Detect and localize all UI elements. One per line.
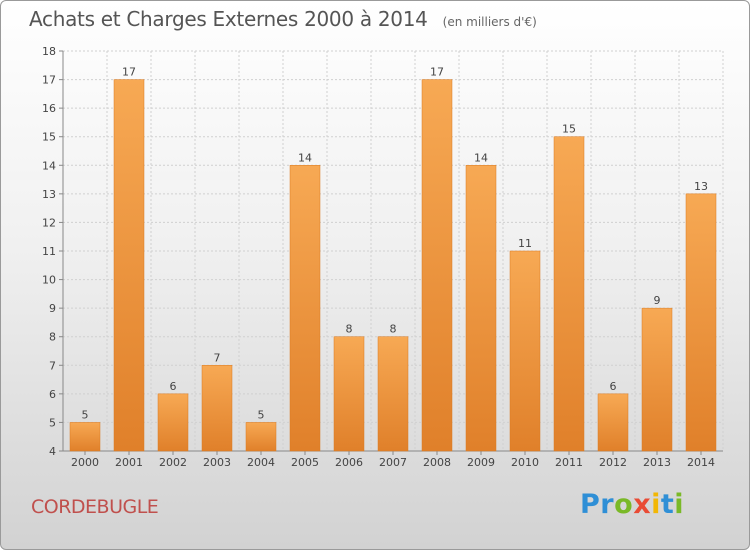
bar-2000 — [69, 422, 101, 452]
data-label: 6 — [170, 380, 177, 393]
x-tick-label: 2011 — [555, 456, 583, 469]
data-label: 8 — [346, 323, 353, 336]
y-tick-label: 13 — [42, 188, 56, 201]
logo-letter: t — [660, 489, 675, 520]
x-tick-label: 2001 — [115, 456, 143, 469]
bar-2009 — [465, 165, 497, 452]
data-label: 13 — [694, 180, 708, 193]
data-label: 14 — [474, 151, 488, 164]
data-label: 9 — [654, 294, 661, 307]
bar-2012 — [597, 393, 629, 452]
y-tick-label: 11 — [42, 245, 56, 258]
commune-name: CORDEBUGLE — [31, 496, 159, 518]
bar-2005 — [289, 165, 321, 452]
data-label: 5 — [258, 408, 265, 421]
x-tick-label: 2013 — [643, 456, 671, 469]
chart-unit: (en milliers d'€) — [442, 15, 537, 29]
x-tick-label: 2008 — [423, 456, 451, 469]
data-label: 11 — [518, 237, 532, 250]
bar-2011 — [553, 136, 585, 452]
data-label: 8 — [390, 323, 397, 336]
label-layer: 4 5 6 7 8 9 10 11 12 13 14 15 16 17 18 5 2000 17 2001 6 2002… — [42, 45, 715, 469]
x-tick-label: 2005 — [291, 456, 319, 469]
logo-letter: i — [651, 489, 661, 520]
y-tick-label: 4 — [49, 445, 56, 458]
y-tick-label: 5 — [49, 416, 56, 429]
bar-2001 — [113, 79, 145, 452]
x-tick-label: 2006 — [335, 456, 363, 469]
bar-2003 — [201, 365, 233, 452]
bar-layer — [69, 79, 717, 452]
bar-2010 — [509, 250, 541, 452]
x-tick-label: 2002 — [159, 456, 187, 469]
proxiti-logo: Proxiti — [580, 489, 684, 520]
x-tick-label: 2012 — [599, 456, 627, 469]
x-tick-label: 2004 — [247, 456, 275, 469]
data-label: 14 — [298, 151, 312, 164]
y-tick-label: 8 — [49, 331, 56, 344]
y-tick-label: 14 — [42, 159, 56, 172]
data-label: 7 — [214, 351, 221, 364]
y-tick-label: 7 — [49, 359, 56, 372]
y-tick-label: 6 — [49, 388, 56, 401]
data-label: 5 — [82, 408, 89, 421]
x-tick-label: 2014 — [687, 456, 715, 469]
data-label: 6 — [610, 380, 617, 393]
data-label: 17 — [430, 66, 444, 79]
chart-title-group: Achats et Charges Externes 2000 à 2014 (… — [29, 7, 537, 31]
logo-letter: o — [614, 489, 634, 520]
bar-2002 — [157, 393, 189, 452]
bar-2004 — [245, 422, 277, 452]
y-tick-label: 17 — [42, 74, 56, 87]
data-label: 17 — [122, 66, 136, 79]
logo-letter: P — [580, 489, 601, 520]
x-tick-label: 2009 — [467, 456, 495, 469]
logo-letter: i — [674, 489, 685, 520]
y-tick-label: 15 — [42, 131, 56, 144]
bar-2013 — [641, 307, 673, 452]
y-tick-label: 9 — [49, 302, 56, 315]
x-tick-label: 2000 — [71, 456, 99, 469]
bar-2014 — [685, 193, 717, 452]
data-label: 15 — [562, 123, 576, 136]
y-tick-label: 16 — [42, 102, 56, 115]
logo-letter: x — [633, 489, 652, 520]
x-tick-label: 2007 — [379, 456, 407, 469]
bar-2007 — [377, 336, 409, 452]
bar-2008 — [421, 79, 453, 452]
logo-letter: r — [600, 489, 615, 520]
y-tick-label: 18 — [42, 45, 56, 58]
x-tick-label: 2003 — [203, 456, 231, 469]
y-tick-label: 10 — [42, 274, 56, 287]
chart-title: Achats et Charges Externes 2000 à 2014 — [29, 7, 428, 31]
y-tick-label: 12 — [42, 216, 56, 229]
x-tick-label: 2010 — [511, 456, 539, 469]
bar-2006 — [333, 336, 365, 452]
